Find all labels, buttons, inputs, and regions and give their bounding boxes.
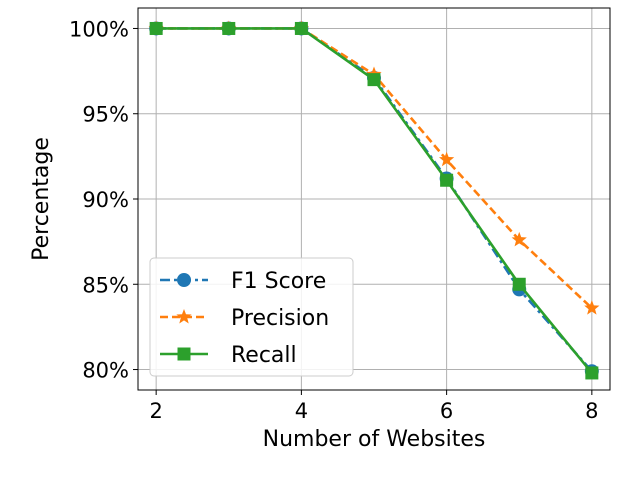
legend-box — [149, 257, 354, 377]
x-tick-label: 6 — [440, 399, 453, 423]
x-tick-label: 2 — [149, 399, 162, 423]
legend: F1 Score Precision Recall — [149, 257, 354, 377]
legend-entry: Recall — [160, 343, 297, 368]
series-layer — [148, 20, 600, 380]
legend-label: Recall — [231, 343, 297, 368]
y-axis: 80% 85% 90% 95% 100% — [69, 17, 138, 383]
legend-entry: Precision — [160, 306, 329, 331]
legend-marker — [176, 309, 192, 324]
data-point — [440, 173, 454, 187]
x-tick-label: 4 — [295, 399, 308, 423]
data-point — [585, 366, 599, 380]
x-axis: 2 4 6 8 — [149, 390, 599, 423]
y-tick-label: 95% — [82, 103, 129, 127]
y-tick-label: 90% — [82, 188, 129, 212]
y-tick-label: 100% — [69, 17, 129, 41]
legend-label: Precision — [231, 306, 329, 331]
data-point — [367, 73, 381, 87]
data-point — [584, 300, 600, 315]
data-point — [511, 231, 527, 247]
x-tick-label: 8 — [585, 399, 598, 423]
legend-entry: F1 Score — [160, 269, 326, 294]
y-axis-label: Percentage — [29, 137, 54, 261]
series-recall — [149, 21, 599, 380]
legend-marker — [177, 347, 191, 361]
legend-marker — [177, 273, 191, 287]
legend-label: F1 Score — [231, 269, 326, 294]
data-point — [512, 277, 526, 291]
y-tick-label: 85% — [82, 273, 129, 297]
data-point — [149, 21, 163, 35]
data-point — [222, 21, 236, 35]
y-tick-label: 80% — [82, 359, 129, 383]
data-point — [439, 151, 455, 167]
data-point — [294, 21, 308, 35]
x-axis-label: Number of Websites — [263, 427, 486, 452]
